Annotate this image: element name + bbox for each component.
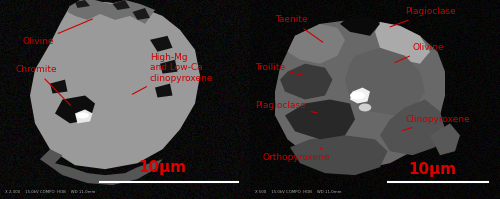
Text: 10μm: 10μm <box>138 160 186 175</box>
Polygon shape <box>430 123 460 155</box>
Text: Olivine: Olivine <box>22 19 92 46</box>
Text: X 2,300    15.0kV COMPO  HOB    WD 11.0mm: X 2,300 15.0kV COMPO HOB WD 11.0mm <box>5 190 96 194</box>
Polygon shape <box>30 2 200 169</box>
Text: Clinopyroxene: Clinopyroxene <box>402 115 470 131</box>
Text: Taenite: Taenite <box>275 15 322 42</box>
Ellipse shape <box>76 112 89 118</box>
Text: Troilite: Troilite <box>255 63 302 75</box>
Polygon shape <box>380 100 445 155</box>
Polygon shape <box>275 20 445 169</box>
Polygon shape <box>55 96 95 123</box>
Text: X 500    15.0kV COMPO  HOB    WD 11.0mm: X 500 15.0kV COMPO HOB WD 11.0mm <box>255 190 342 194</box>
Polygon shape <box>340 16 380 36</box>
Polygon shape <box>40 149 162 185</box>
Polygon shape <box>155 84 172 98</box>
Polygon shape <box>50 80 68 94</box>
Polygon shape <box>290 135 388 175</box>
Polygon shape <box>75 0 90 8</box>
Ellipse shape <box>359 103 371 111</box>
Ellipse shape <box>350 92 365 100</box>
Text: 10μm: 10μm <box>408 162 457 177</box>
Text: Plagioclase: Plagioclase <box>390 7 456 27</box>
Polygon shape <box>350 88 370 103</box>
Polygon shape <box>150 36 172 52</box>
Polygon shape <box>160 60 178 74</box>
Polygon shape <box>345 48 425 115</box>
Polygon shape <box>375 22 430 64</box>
Text: Chromite: Chromite <box>15 65 70 105</box>
Polygon shape <box>68 0 155 24</box>
Polygon shape <box>280 64 332 100</box>
Text: Plagioclase: Plagioclase <box>255 101 318 113</box>
Polygon shape <box>132 8 150 20</box>
Text: Olivine: Olivine <box>395 43 444 62</box>
Polygon shape <box>112 0 130 10</box>
Polygon shape <box>288 24 345 64</box>
Text: Orthopyroxene: Orthopyroxene <box>262 148 330 162</box>
Polygon shape <box>75 109 92 123</box>
Polygon shape <box>285 100 355 139</box>
Text: High-Mg
and Low-Ca
clinopyroxene: High-Mg and Low-Ca clinopyroxene <box>132 53 214 94</box>
